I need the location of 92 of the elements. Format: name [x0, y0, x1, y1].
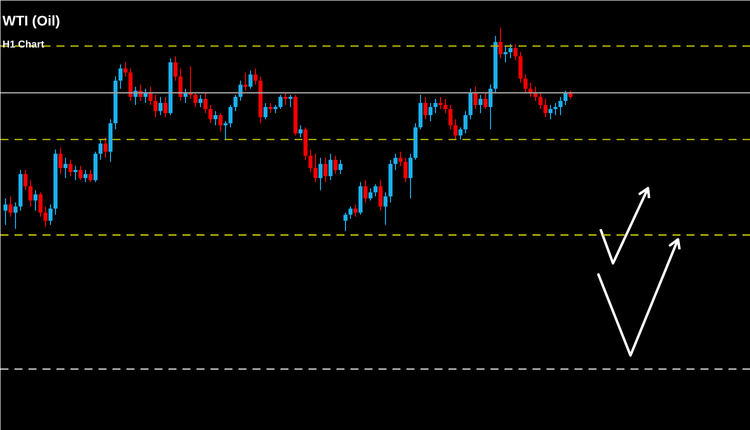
candlestick	[324, 157, 328, 183]
candlestick	[444, 98, 448, 114]
candlestick	[198, 94, 202, 108]
candlestick	[484, 92, 488, 110]
candlestick	[514, 44, 518, 61]
candlestick	[518, 52, 522, 84]
candlestick	[74, 165, 78, 181]
candlestick	[564, 90, 568, 106]
candlestick	[88, 169, 92, 183]
candlestick	[278, 94, 282, 110]
candlestick	[158, 96, 162, 116]
candlestick	[254, 68, 258, 86]
candlestick	[34, 190, 38, 212]
candlestick	[464, 110, 468, 134]
candlestick	[354, 204, 358, 218]
candlestick	[454, 118, 458, 140]
candlestick	[124, 62, 128, 78]
candlestick	[394, 153, 398, 170]
candlestick	[44, 206, 48, 228]
candlestick	[154, 94, 158, 118]
candlestick	[474, 86, 478, 110]
candlestick	[164, 96, 168, 118]
candlestick	[24, 169, 28, 191]
candlestick	[408, 153, 412, 199]
candlestick	[404, 157, 408, 183]
candlestick	[424, 96, 428, 120]
candlestick	[48, 204, 52, 226]
candlestick	[344, 212, 348, 232]
candlestick	[218, 112, 222, 132]
candlestick	[504, 46, 508, 63]
candlestick	[238, 80, 242, 102]
candlestick	[194, 92, 198, 108]
candlestick	[98, 139, 102, 160]
candlestick	[498, 27, 502, 59]
candlestick	[468, 88, 472, 120]
candlestick	[378, 180, 382, 212]
candlestick	[338, 159, 342, 175]
candlestick	[234, 94, 238, 112]
candlestick	[58, 147, 62, 175]
candlestick	[118, 64, 122, 90]
candlestick	[428, 102, 432, 122]
candlestick	[268, 102, 272, 114]
candlestick	[308, 149, 312, 173]
candlestick	[104, 136, 108, 158]
text: H1 Chart	[2, 40, 45, 50]
candlestick	[224, 120, 228, 140]
candlestick	[284, 92, 288, 106]
candlestick	[78, 165, 82, 181]
candlestick	[298, 124, 302, 138]
candlestick	[398, 151, 402, 166]
candlestick	[28, 180, 32, 208]
candlestick	[524, 74, 528, 94]
candlestick	[264, 102, 268, 120]
candlestick	[148, 86, 152, 106]
candlestick	[478, 94, 482, 114]
candlestick	[204, 92, 208, 114]
chart-title: WTI (Oil)	[2, 12, 60, 28]
candlestick	[248, 70, 252, 90]
candlestick	[334, 155, 338, 175]
candlestick	[288, 94, 292, 108]
candlestick	[208, 104, 212, 124]
candlestick	[228, 104, 232, 128]
candlestick	[558, 96, 562, 116]
candlestick	[364, 180, 368, 203]
candlestick	[178, 68, 182, 102]
candlestick	[348, 206, 352, 220]
candlestick	[174, 56, 178, 82]
candlestick	[318, 157, 322, 191]
candlestick	[434, 98, 438, 114]
candlestick	[214, 110, 218, 126]
candlestick	[244, 72, 248, 92]
candlestick	[368, 188, 372, 201]
candlestick	[538, 92, 542, 110]
candlestick	[64, 157, 68, 179]
candlestick	[488, 84, 492, 130]
candlestick	[544, 98, 548, 118]
candlestick	[548, 104, 552, 120]
candlestick	[14, 202, 18, 230]
candlestick	[554, 102, 558, 116]
candlestick	[374, 184, 378, 197]
candlestick	[38, 192, 42, 218]
candlestick	[448, 104, 452, 130]
candlestick	[508, 44, 512, 59]
candlestick	[4, 198, 8, 226]
candlestick	[68, 159, 72, 177]
candlestick	[384, 192, 388, 226]
candlestick	[458, 126, 462, 140]
candlestick	[8, 196, 12, 218]
candlestick	[438, 96, 442, 110]
candlestick	[328, 153, 332, 181]
candlestick	[314, 153, 318, 183]
candlestick	[84, 169, 88, 183]
